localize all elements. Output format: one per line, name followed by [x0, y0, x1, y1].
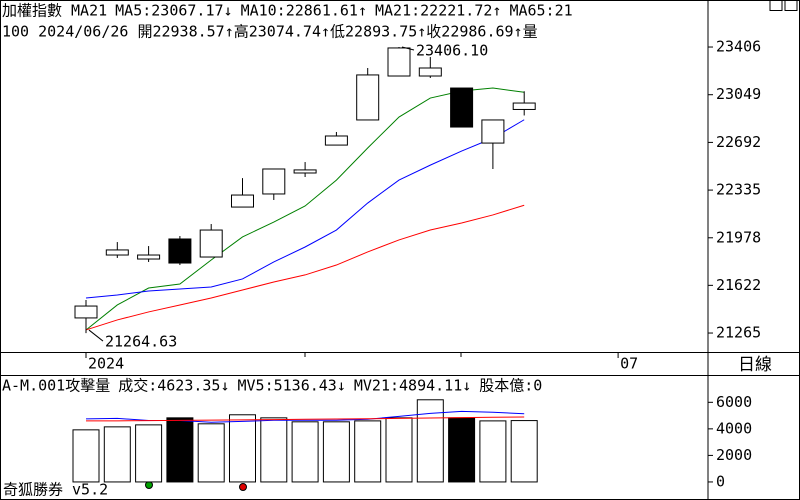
candle-body [231, 194, 254, 208]
legend-entry: MA65:21 [509, 2, 572, 20]
y-tick-label: 4000 [716, 419, 752, 437]
y-tick-label: 23406 [716, 38, 761, 56]
y-tick-label: 21978 [716, 228, 761, 246]
legend-entry: 加權指數 MA21 [2, 2, 107, 20]
volume-bar [385, 417, 413, 483]
candle-body [481, 119, 505, 144]
volume-bar [103, 426, 131, 483]
volume-bar [260, 417, 288, 483]
annotation-leader [401, 46, 415, 51]
volume-bar [354, 420, 382, 483]
volume-bar [448, 417, 476, 483]
candle-body [137, 254, 161, 260]
legend-entry: MA5:23067.17↓ [115, 2, 232, 20]
legend-entry: MA10:22861.61↑ [241, 2, 367, 20]
volume-bar [416, 399, 444, 483]
annotation: 21264.63 [105, 333, 177, 351]
candle-body [387, 47, 411, 77]
legend-entry: A-M.001攻擊量 [2, 377, 110, 395]
signal-dot [145, 481, 153, 489]
candle-body [74, 305, 98, 319]
candle-body [512, 102, 536, 110]
y-tick-label: 0 [716, 472, 725, 490]
x-tick-label: 07 [620, 355, 638, 373]
signal-dot [239, 483, 247, 491]
x-tick-label: 2024 [88, 355, 124, 373]
candle-body [262, 168, 286, 195]
ma-line [85, 119, 525, 299]
candle-body [418, 67, 442, 77]
volume-bar [72, 429, 100, 483]
y-tick-label: 22692 [716, 133, 761, 151]
volume-bar [291, 421, 319, 483]
volume-bar [197, 423, 225, 483]
y-tick-label: 6000 [716, 393, 752, 411]
ma-line [85, 204, 525, 331]
price-plot [74, 47, 536, 334]
ma-line [86, 416, 525, 422]
volume-bar [479, 420, 507, 483]
annotation-leader [88, 329, 104, 342]
legend-entry: MV21:4894.11↓ [354, 377, 471, 395]
y-tick-label: 21265 [716, 324, 761, 342]
info-line: 100 2024/06/26 開22938.57↑高23074.74↑低2289… [2, 23, 538, 41]
candle-body [199, 229, 223, 258]
volume-bar [322, 421, 350, 483]
candle-body [168, 238, 192, 264]
candle-body [450, 87, 474, 128]
window-icon[interactable] [784, 0, 798, 11]
legend-entry: 成交:4623.35↓ [118, 377, 229, 395]
annotation: 23406.10 [416, 42, 488, 60]
y-tick-label: 23049 [716, 85, 761, 103]
volume-bar [229, 414, 256, 483]
y-tick-label: 2000 [716, 446, 752, 464]
volume-bar [510, 420, 538, 483]
period-label[interactable]: 日線 [738, 355, 772, 375]
y-tick-label: 22335 [716, 181, 761, 199]
legend-entry: MV5:5136.43↓ [238, 377, 346, 395]
volume-bar [135, 424, 163, 483]
window-icon[interactable] [769, 0, 783, 11]
y-tick-label: 21622 [716, 276, 761, 294]
legend-entry: MA21:22221.72↑ [375, 2, 501, 20]
footer: 奇狐勝券 v5.2 [3, 481, 108, 499]
volume-plot [72, 399, 538, 483]
candle-body [324, 135, 348, 146]
candle-body [293, 169, 317, 174]
legend-entry: 股本億:0 [479, 377, 542, 395]
volume-bar [166, 417, 194, 483]
candle-body [356, 74, 380, 121]
candle-body [105, 249, 129, 256]
